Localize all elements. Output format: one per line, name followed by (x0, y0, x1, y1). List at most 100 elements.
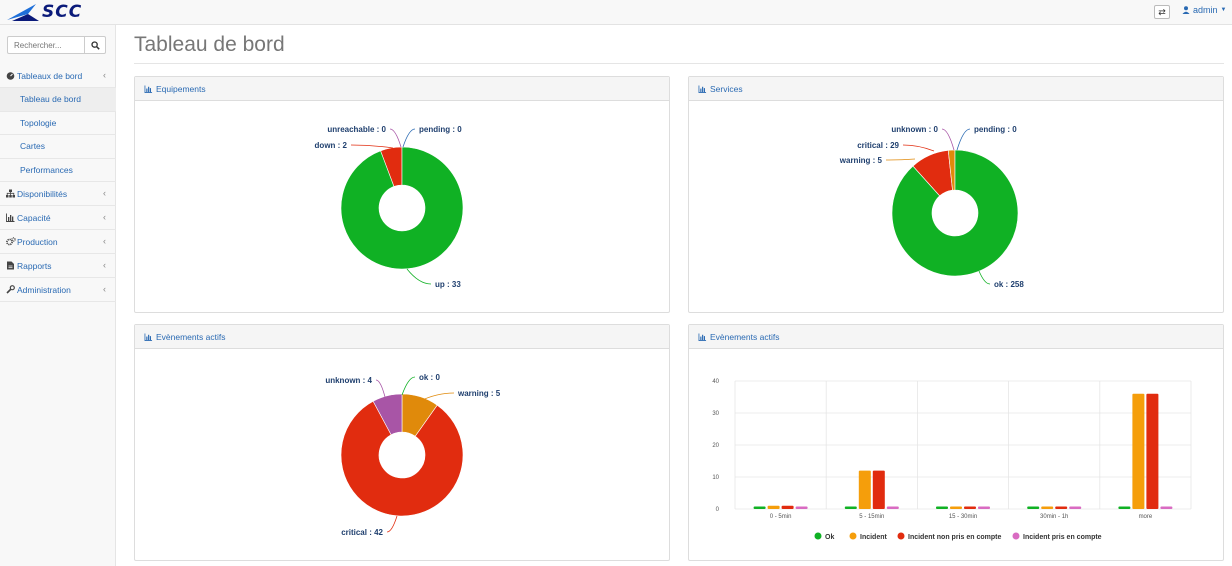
sidebar-item-label: Capacité (17, 212, 51, 223)
panel-header: Evènements actifs (689, 325, 1223, 349)
bar-incident-non-pris-en-compte-5-15min[interactable] (872, 470, 885, 509)
panel-title: Evènements actifs (710, 331, 780, 342)
x-tick-label: 30min - 1h (1040, 514, 1068, 520)
donut-slice-critical[interactable] (340, 400, 464, 517)
chevron-left-icon: ‹ (103, 70, 106, 80)
search-input[interactable] (7, 36, 85, 54)
bar-chart-icon (144, 84, 153, 93)
connector-line (956, 128, 971, 151)
sidebar-item-rapports[interactable]: Rapports ‹ (0, 254, 116, 278)
connector-line (386, 515, 398, 533)
data-label-unknown: unknown : 0 (891, 125, 938, 134)
connector-line (902, 144, 935, 152)
wrench-icon (6, 285, 16, 294)
bar-incident-pris-en-compte-more[interactable] (1160, 506, 1173, 510)
sidebar-item-capacite[interactable]: Capacité ‹ (0, 206, 116, 230)
bar-ok-more[interactable] (1118, 506, 1131, 510)
sidebar-item-label: Administration (17, 284, 71, 295)
evenements-bar-chart: 0 10 20 30 40 0 - 5min 5 - 15min 15 - 30min 30mi… (712, 379, 1192, 541)
bar-incident-15-30min[interactable] (950, 506, 962, 510)
bar-incident-pris-en-compte-5-15min[interactable] (886, 506, 899, 510)
search-button[interactable] (85, 36, 106, 54)
data-label-pending: pending : 0 (974, 125, 1017, 134)
connector-line (978, 270, 991, 285)
y-tick-label: 40 (712, 379, 719, 385)
legend-item-incident-pris-en-compte[interactable]: Incident pris en compte (1023, 534, 1102, 541)
file-icon (6, 261, 16, 270)
panel-title: Evènements actifs (156, 331, 226, 342)
connector-line (885, 158, 916, 161)
connector-line (389, 128, 402, 148)
chevron-left-icon: ‹ (103, 188, 106, 198)
bar-chart-icon (6, 213, 16, 222)
panel-title: Equipements (156, 83, 206, 94)
bar-ok-0-5min[interactable] (753, 506, 766, 510)
bar-incident-pris-en-compte-0-5min[interactable] (795, 506, 808, 510)
data-label-unknown: unknown : 4 (325, 376, 372, 385)
bar-chart-icon (698, 332, 707, 341)
panel-header: Services (689, 77, 1223, 101)
sidebar-item-label: Tableaux de bord (17, 70, 83, 81)
donut-slice-unknown[interactable] (372, 393, 403, 436)
bar-ok-5-15min[interactable] (844, 506, 857, 510)
data-label-critical: critical : 42 (341, 528, 383, 537)
connector-line (350, 144, 394, 149)
connector-line (419, 392, 455, 402)
logo-swoosh-icon (7, 4, 39, 21)
bar-incident-0-5min[interactable] (767, 505, 780, 509)
bar-incident-30min-1h[interactable] (1041, 506, 1054, 510)
sidebar-item-disponibilites[interactable]: Disponibilités ‹ (0, 182, 116, 206)
bar-ok-30min-1h[interactable] (1027, 506, 1040, 510)
sidebar-item-label: Disponibilités (17, 188, 68, 199)
user-icon (1182, 6, 1190, 14)
top-navbar: SCC ⇄ admin ▼ (0, 0, 1232, 25)
y-tick-label: 20 (712, 443, 719, 449)
sidebar-item-tableaux-de-bord[interactable]: Tableaux de bord ‹ (0, 64, 116, 88)
sidebar-item-label: Production (17, 236, 58, 247)
evenements-donut-chart: ok : 0 warning : 5 critical : 42 unknown : … (325, 373, 500, 537)
title-divider (134, 63, 1224, 64)
bar-incident-non-pris-en-compte-30min-1h[interactable] (1055, 506, 1068, 510)
sidebar-item-label: Rapports (17, 260, 52, 271)
donut-slice-ok[interactable] (891, 149, 1019, 277)
swap-icon: ⇄ (1158, 7, 1166, 17)
bar-incident-pris-en-compte-30min-1h[interactable] (1069, 506, 1082, 510)
dashboard-icon (6, 71, 16, 80)
x-tick-label: 5 - 15min (859, 514, 884, 520)
data-label-ok: ok : 258 (994, 280, 1024, 289)
bar-incident-5-15min[interactable] (858, 470, 871, 509)
chevron-left-icon: ‹ (103, 284, 106, 294)
legend-item-ok[interactable]: Ok (825, 534, 834, 541)
scc-logo[interactable]: SCC (6, 2, 82, 22)
bar-incident-non-pris-en-compte-15-30min[interactable] (964, 506, 976, 510)
data-label-warning: warning : 5 (839, 156, 883, 165)
search-form (7, 36, 106, 54)
sidebar-nav: Tableaux de bord ‹ Tableau de bord Topol… (0, 64, 116, 302)
gears-icon (6, 237, 16, 246)
sidebar-subitem-topologie[interactable]: Topologie (0, 112, 116, 135)
sitemap-icon (6, 189, 16, 198)
panel-header: Equipements (135, 77, 669, 101)
panel-evenements-actifs-donut: Evènements actifs ok : 0 warning : 5 criti… (134, 324, 670, 561)
chevron-left-icon: ‹ (103, 236, 106, 246)
bar-ok-15-30min[interactable] (936, 506, 948, 510)
sidebar-item-administration[interactable]: Administration ‹ (0, 278, 116, 302)
bar-incident-non-pris-en-compte-more[interactable] (1146, 393, 1159, 509)
bar-incident-pris-en-compte-15-30min[interactable] (978, 506, 990, 510)
y-tick-label: 30 (712, 411, 719, 417)
x-tick-label: 15 - 30min (949, 514, 977, 520)
connector-line (941, 128, 955, 151)
chevron-left-icon: ‹ (103, 212, 106, 222)
sidebar-subitem-tableau-de-bord[interactable]: Tableau de bord (0, 88, 116, 112)
donut-slice-up[interactable] (340, 146, 464, 270)
toggle-view-button[interactable]: ⇄ (1154, 5, 1170, 19)
sidebar-item-production[interactable]: Production ‹ (0, 230, 116, 254)
user-menu[interactable]: admin ▼ (1182, 5, 1226, 15)
bar-incident-more[interactable] (1132, 393, 1145, 509)
bar-incident-non-pris-en-compte-0-5min[interactable] (781, 505, 794, 509)
legend-item-incident-non-pris-en-compte[interactable]: Incident non pris en compte (908, 534, 1001, 541)
sidebar-subitem-performances[interactable]: Performances (0, 159, 116, 182)
panel-equipements: Equipements up : 33 down : 2 unreachable :… (134, 76, 670, 313)
legend-item-incident[interactable]: Incident (860, 534, 888, 541)
sidebar-subitem-cartes[interactable]: Cartes (0, 135, 116, 159)
